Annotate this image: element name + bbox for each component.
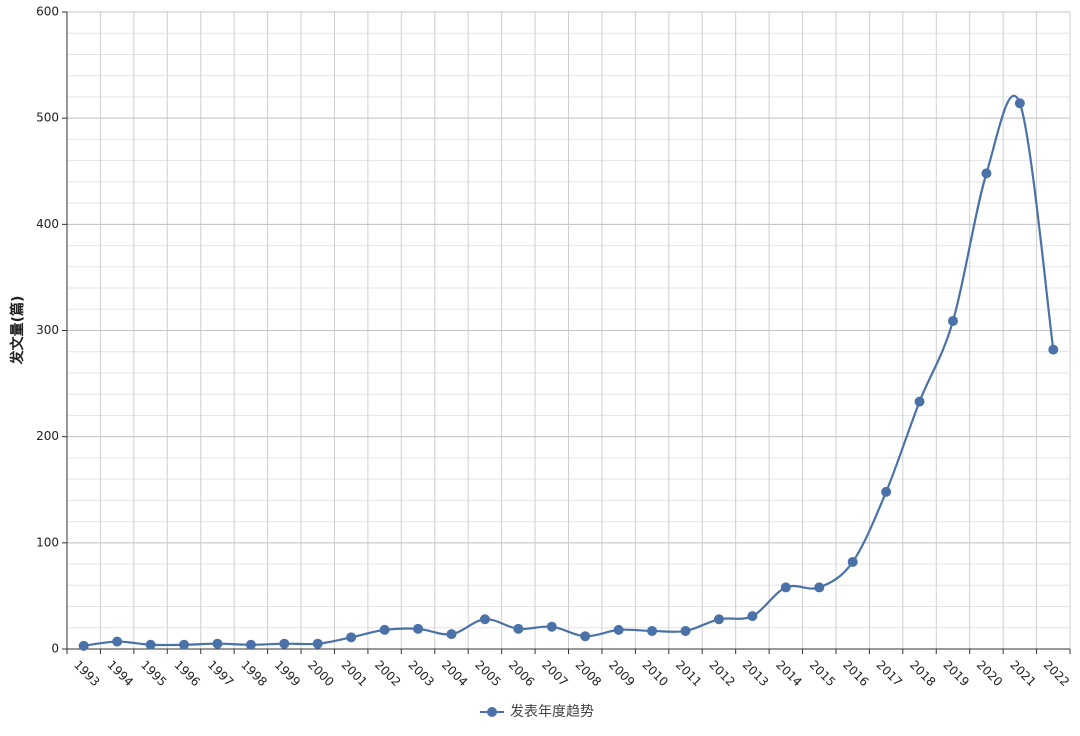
point <box>78 640 89 651</box>
point <box>279 638 290 649</box>
point <box>179 639 190 650</box>
point <box>680 625 691 636</box>
point <box>312 638 323 649</box>
point <box>747 611 758 622</box>
point <box>647 625 658 636</box>
point <box>1048 344 1059 355</box>
x-tick-label: 1995 <box>138 658 169 689</box>
y-tick-label: 0 <box>51 642 59 656</box>
x-tick-label: 2012 <box>706 658 737 689</box>
point <box>914 396 925 407</box>
point <box>546 621 557 632</box>
x-tick-label: 2021 <box>1007 658 1038 689</box>
x-tick-label: 2011 <box>673 658 704 689</box>
x-tick-label: 2001 <box>339 658 370 689</box>
x-tick-label: 2010 <box>639 658 670 689</box>
x-tick-label: 2015 <box>807 658 838 689</box>
x-tick-label: 2020 <box>974 658 1005 689</box>
x-tick-label: 2013 <box>740 658 771 689</box>
legend-marker <box>487 707 497 717</box>
x-tick-label: 2004 <box>439 658 470 689</box>
point <box>613 624 624 635</box>
y-tick-label: 200 <box>36 429 59 443</box>
x-tick-label: 2009 <box>606 658 637 689</box>
point <box>479 614 490 625</box>
point <box>112 636 123 647</box>
point <box>145 639 156 650</box>
legend-label: 发表年度趋势 <box>510 704 594 720</box>
x-tick-label: 1998 <box>238 658 269 689</box>
y-axis-label: 发文量(篇) <box>9 296 26 366</box>
point <box>413 623 424 634</box>
x-tick-label: 2006 <box>506 658 537 689</box>
y-tick-label: 400 <box>36 217 59 231</box>
x-tick-label: 1994 <box>105 658 136 689</box>
x-tick-label: 2005 <box>472 658 503 689</box>
y-tick-label: 100 <box>36 535 59 549</box>
point <box>580 631 591 642</box>
point <box>881 486 892 497</box>
point <box>847 556 858 567</box>
point <box>780 582 791 593</box>
point <box>245 639 256 650</box>
x-tick-label: 1999 <box>272 658 303 689</box>
y-tick-label: 600 <box>36 5 59 19</box>
x-tick-label: 1997 <box>205 658 236 689</box>
y-tick-label: 300 <box>36 323 59 337</box>
x-tick-label: 2007 <box>539 658 570 689</box>
x-tick-label: 2003 <box>405 658 436 689</box>
x-tick-label: 2019 <box>940 658 971 689</box>
x-tick-label: 2008 <box>573 658 604 689</box>
x-tick-label: 2016 <box>840 658 871 689</box>
point <box>513 623 524 634</box>
point <box>947 315 958 326</box>
x-tick-label: 2014 <box>773 658 804 689</box>
x-tick-label: 2000 <box>305 658 336 689</box>
x-tick-label: 2002 <box>372 658 403 689</box>
x-tick-label: 2018 <box>907 658 938 689</box>
point <box>379 624 390 635</box>
point <box>814 582 825 593</box>
x-tick-label: 1996 <box>171 658 202 689</box>
x-tick-label: 2022 <box>1041 658 1072 689</box>
point <box>446 629 457 640</box>
point <box>981 168 992 179</box>
y-tick-label: 500 <box>36 111 59 125</box>
point <box>713 614 724 625</box>
x-tick-label: 2017 <box>874 658 905 689</box>
point <box>1014 98 1025 109</box>
x-tick-label: 1993 <box>71 658 102 689</box>
point <box>346 632 357 643</box>
point <box>212 638 223 649</box>
